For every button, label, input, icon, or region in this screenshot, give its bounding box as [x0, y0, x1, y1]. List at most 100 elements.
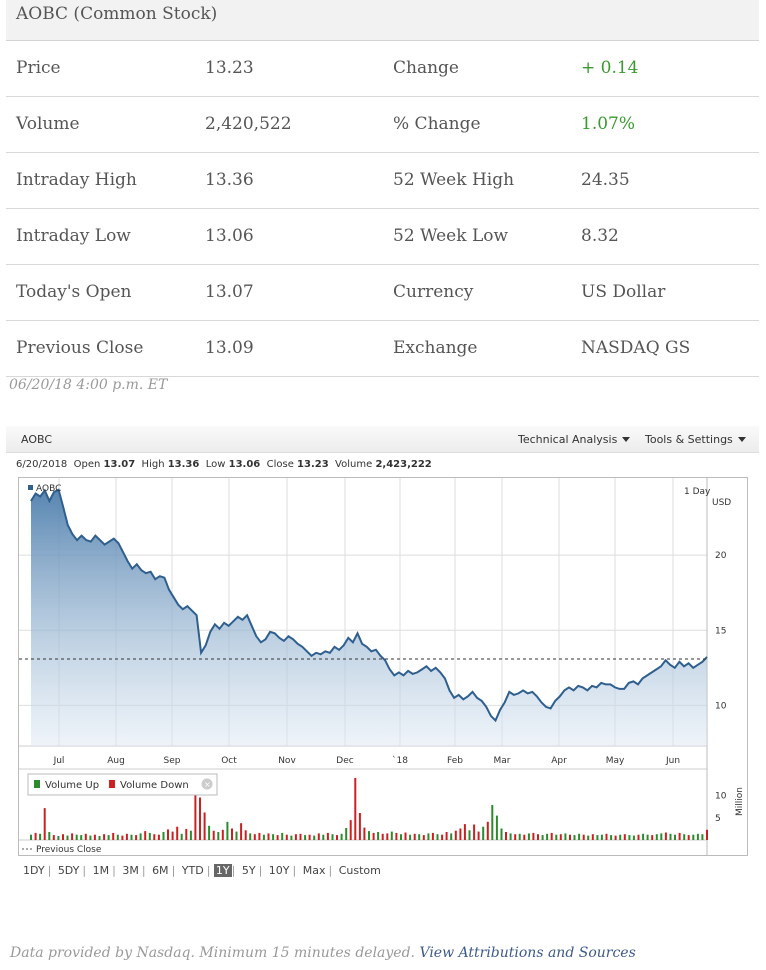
range-option-1dy[interactable]: 1DY	[23, 864, 45, 877]
volume-bar	[664, 832, 667, 840]
volume-bar	[632, 835, 635, 840]
row-value: 13.06	[205, 226, 254, 246]
volume-tick-label: 5	[715, 814, 721, 824]
range-option-6m[interactable]: 6M	[152, 864, 169, 877]
technical-analysis-menu[interactable]: Technical Analysis	[518, 433, 631, 446]
volume-bar	[345, 828, 348, 840]
range-selector: 1DY | 5DY | 1M | 3M | 6M | YTD | 1Y | 5Y | 10Y | …	[20, 864, 384, 877]
volume-bar	[221, 829, 224, 840]
y-tick-label: 10	[715, 701, 727, 711]
range-option-custom[interactable]: Custom	[338, 864, 381, 877]
volume-bar	[377, 832, 380, 840]
caret-down-icon	[737, 437, 746, 442]
x-tick-label: Dec	[336, 756, 353, 766]
range-option-3m[interactable]: 3M	[122, 864, 139, 877]
volume-bar	[546, 833, 549, 840]
tools-settings-label: Tools & Settings	[645, 433, 733, 446]
volume-bar	[326, 832, 329, 840]
legend-swatch	[28, 485, 33, 490]
caret-down-icon	[622, 437, 631, 442]
volume-bar	[532, 832, 535, 840]
row-value-2: 8.32	[581, 226, 619, 246]
y-tick-label: 15	[715, 626, 726, 636]
volume-bar	[226, 821, 229, 840]
footer-text: Data provided by Nasdaq. Minimum 15 minu…	[10, 945, 415, 961]
volume-bar	[655, 834, 658, 840]
volume-bar	[441, 834, 444, 840]
volume-bar	[559, 834, 562, 840]
volume-bar	[582, 834, 585, 840]
volume-bar	[176, 826, 179, 840]
row-label: Volume	[16, 114, 80, 134]
row-label: Previous Close	[16, 338, 144, 358]
volume-bar	[518, 833, 521, 840]
range-option-ytd[interactable]: YTD	[181, 864, 204, 877]
volume-bar	[372, 832, 375, 840]
range-option-10y[interactable]: 10Y	[268, 864, 290, 877]
tools-settings-menu[interactable]: Tools & Settings	[645, 433, 746, 446]
volume-bar	[304, 835, 307, 840]
price-line	[30, 488, 708, 723]
volume-bar	[696, 833, 699, 840]
volume-bar	[157, 834, 160, 840]
volume-bar	[701, 834, 704, 840]
volume-bar	[199, 797, 201, 840]
volume-bar	[121, 835, 124, 840]
attributions-link[interactable]: View Attributions and Sources	[419, 945, 636, 961]
volume-bar	[468, 830, 471, 840]
volume-bar	[706, 829, 708, 840]
volume-bar	[80, 835, 83, 840]
volume-bar	[495, 815, 498, 840]
row-value-2: NASDAQ GS	[581, 338, 691, 358]
volume-bar	[454, 830, 457, 840]
volume-bar	[660, 833, 663, 840]
volume-bar	[413, 833, 416, 840]
range-option-1y[interactable]: 1Y	[213, 864, 232, 877]
change-value: + 0.14	[581, 58, 639, 78]
volume-bar	[71, 833, 74, 840]
volume-bar	[646, 834, 649, 840]
row-value-2: 24.35	[581, 170, 630, 190]
quote-table: AOBC (Common Stock) Price 13.23 Change +…	[6, 0, 759, 377]
range-option-5y[interactable]: 5Y	[241, 864, 256, 877]
volume-bar	[514, 834, 517, 840]
volume-bar	[505, 832, 507, 840]
high-value: 13.36	[167, 459, 200, 470]
volume-bar	[683, 834, 686, 840]
volume-bar	[66, 835, 69, 840]
x-tick-label: Sep	[164, 756, 181, 766]
range-option-1m[interactable]: 1M	[92, 864, 110, 877]
volume-up-swatch	[34, 780, 40, 788]
volume-bar	[162, 832, 165, 840]
volume-bar	[148, 832, 151, 840]
volume-bar	[52, 835, 55, 840]
volume-bar	[208, 825, 211, 840]
volume-bar	[395, 832, 398, 840]
volume-bar	[212, 830, 215, 840]
x-tick-label: Jul	[53, 756, 65, 766]
volume-tick-label: 10	[715, 792, 727, 802]
volume-bar	[687, 835, 690, 840]
volume-bar	[336, 835, 338, 840]
quote-row: Previous Close 13.09 Exchange NASDAQ GS	[6, 321, 759, 377]
range-option-5dy[interactable]: 5DY	[57, 864, 80, 877]
x-tick-label: May	[606, 756, 625, 766]
volume-bar	[262, 834, 265, 840]
volume-bar	[98, 836, 101, 840]
quote-row: Volume 2,420,522 % Change 1.07%	[6, 97, 759, 153]
volume-bar	[244, 830, 247, 840]
volume-bar	[637, 834, 640, 840]
stock-chart[interactable]: Jul Aug Sep Oct Nov Dec `18 Feb Mar Apr May Jun 10 1…	[18, 477, 748, 856]
range-option-max[interactable]: Max	[302, 864, 326, 877]
percent-change-value: 1.07%	[581, 114, 636, 134]
volume-bar	[473, 824, 476, 840]
volume-bar	[390, 831, 393, 840]
volume-bar	[313, 835, 316, 840]
volume-bar	[103, 834, 106, 840]
chart-toolbar: AOBC Technical Analysis Tools & Settings	[6, 426, 759, 453]
low-label: Low	[205, 459, 226, 470]
volume-bar	[669, 833, 672, 840]
volume-bar	[276, 835, 279, 840]
close-icon[interactable]: ×	[201, 778, 213, 790]
volume-bar	[623, 834, 626, 840]
